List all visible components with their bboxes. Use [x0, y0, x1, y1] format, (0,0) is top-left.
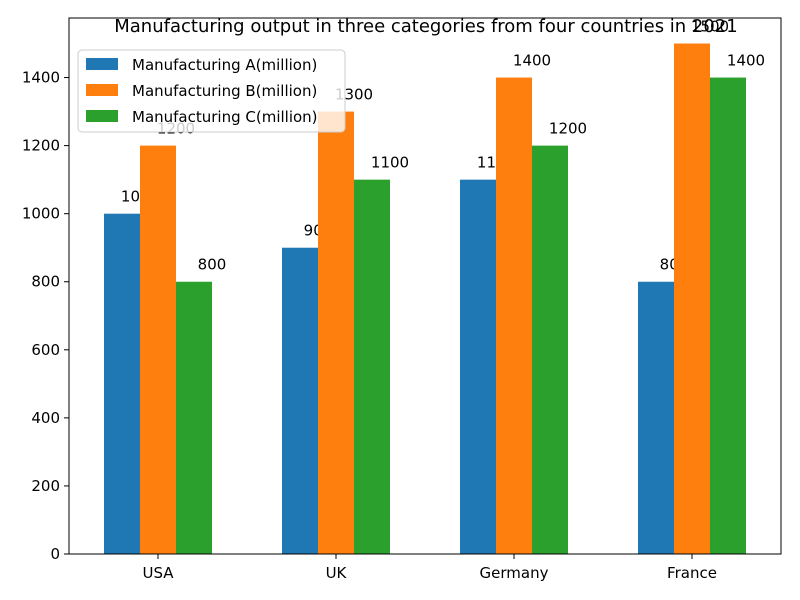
bar-2-uk: [318, 111, 354, 554]
y-tick-label: 0: [50, 545, 60, 563]
bar-1-uk: [282, 247, 318, 554]
y-tick-label: 800: [31, 273, 60, 291]
legend-label: Manufacturing C(million): [132, 108, 318, 126]
legend-box: [77, 49, 346, 133]
bar-1-usa: [104, 213, 140, 554]
y-tick-label: 400: [31, 409, 60, 427]
plot-area: 020040060080010001200140010001200800USA9…: [22, 18, 765, 582]
legend-label: Manufacturing A(million): [132, 56, 317, 74]
bar-1-germany: [460, 179, 496, 554]
x-tick-label: UK: [326, 564, 348, 582]
y-tick-label: 1000: [22, 205, 60, 223]
y-tick-label: 1400: [22, 69, 60, 87]
y-tick-label: 200: [31, 477, 60, 495]
legend-swatch: [86, 84, 118, 96]
bar-2-germany: [496, 77, 532, 555]
data-label: 1400: [727, 52, 765, 70]
data-label: 1400: [513, 52, 551, 70]
bar-1-france: [638, 281, 674, 554]
data-label: 1500: [691, 18, 729, 36]
data-label: 800: [198, 256, 227, 274]
bar-2-france: [674, 43, 710, 555]
x-tick-label: Germany: [480, 564, 549, 582]
bar-3-usa: [176, 281, 212, 554]
y-tick-label: 600: [31, 341, 60, 359]
bar-3-germany: [532, 145, 568, 554]
y-tick-label: 1200: [22, 137, 60, 155]
legend-swatch: [86, 58, 118, 70]
data-label: 1200: [549, 120, 587, 138]
bar-2-usa: [140, 145, 176, 554]
legend-swatch: [86, 110, 118, 122]
chart-title: Manufacturing output in three categories…: [114, 16, 738, 37]
legend: Manufacturing A(million) Manufacturing B(…: [77, 49, 346, 133]
bar-3-france: [710, 77, 746, 555]
bar-3-uk: [354, 179, 390, 554]
x-tick-label: France: [667, 564, 717, 582]
x-tick-label: USA: [142, 564, 174, 582]
data-label: 1100: [371, 154, 409, 172]
legend-label: Manufacturing B(million): [132, 82, 317, 100]
plot-frame: [68, 17, 782, 555]
